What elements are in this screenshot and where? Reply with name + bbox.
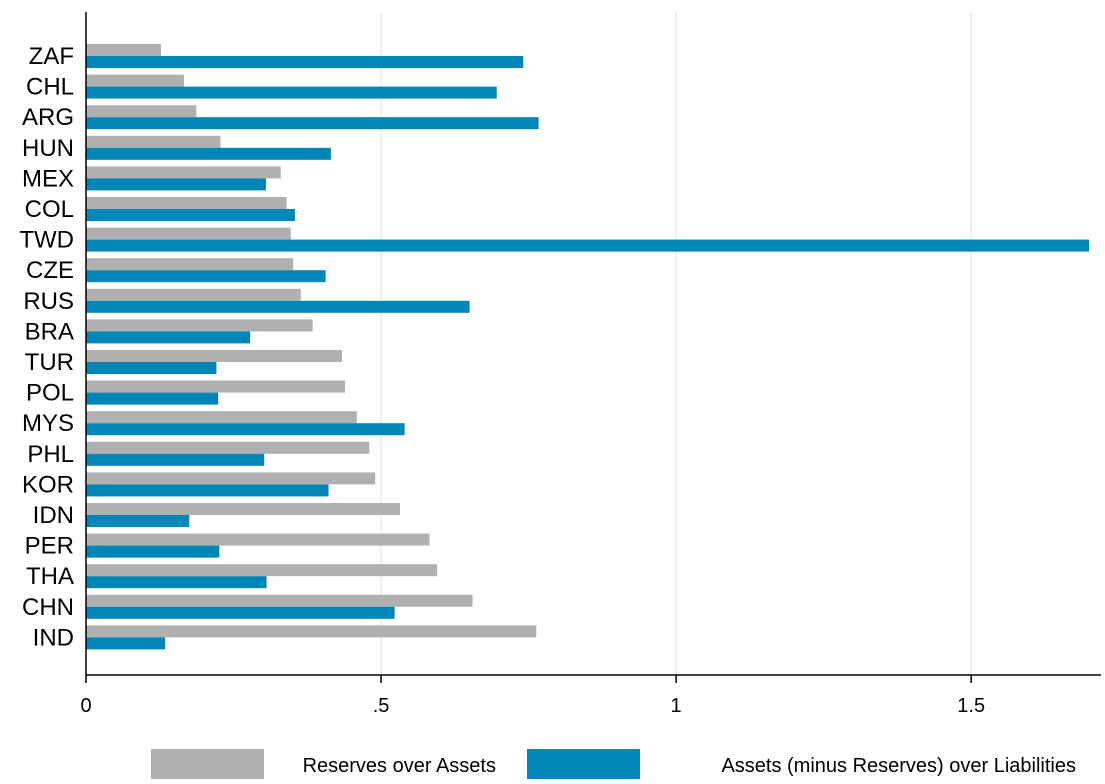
category-label: TUR	[25, 349, 74, 376]
bar-rus-series-1	[86, 288, 301, 301]
bar-bra-series-1	[86, 319, 313, 332]
bar-phl-series-1	[86, 441, 370, 454]
bar-bra-series-2	[86, 331, 251, 344]
category-label: MEX	[22, 165, 74, 192]
category-label: POL	[26, 380, 74, 407]
category-label: RUS	[23, 288, 74, 315]
legend-swatch-1	[151, 749, 264, 779]
bar-zaf-series-2	[86, 56, 524, 68]
category-label: ZAF	[29, 43, 74, 70]
bar-tha-series-2	[86, 576, 267, 589]
bar-idn-series-1	[86, 503, 400, 515]
axes: ZAF CHL ARG HUN MEX COL TWD CZE RUS BRA TUR POL MYS P…	[19, 12, 1101, 717]
bar-arg-series-1	[86, 105, 197, 118]
category-label: BRA	[25, 318, 74, 345]
category-label: PER	[25, 533, 74, 560]
legend-label-2: Assets (minus Reserves) over Liabilities	[721, 755, 1076, 777]
category-label: COL	[25, 196, 74, 223]
bar-kor-series-2	[86, 484, 329, 497]
bar-chl-series-2	[86, 86, 497, 99]
bar-twd-series-2	[86, 239, 1090, 252]
bar-chn-series-2	[86, 606, 395, 619]
bar-hun-series-2	[86, 147, 331, 160]
bar-tha-series-1	[86, 564, 438, 577]
bar-pol-series-2	[86, 392, 219, 405]
category-label: TWD	[19, 227, 74, 254]
bar-mex-series-2	[86, 178, 266, 191]
bars	[86, 44, 1090, 650]
category-label: IDN	[33, 502, 74, 529]
legend-label-1: Reserves over Assets	[303, 755, 496, 777]
category-label: MYS	[22, 410, 74, 437]
category-label: THA	[26, 563, 74, 590]
category-label: PHL	[27, 441, 74, 468]
bar-zaf-series-1	[86, 44, 161, 56]
bar-twd-series-1	[86, 227, 291, 240]
bar-kor-series-1	[86, 472, 376, 485]
x-tick-label: 1.5	[957, 695, 985, 717]
category-label: KOR	[22, 471, 74, 498]
bar-col-series-1	[86, 197, 287, 209]
category-label: CHL	[26, 74, 74, 101]
x-tick-label: 0	[80, 695, 91, 717]
category-label: IND	[33, 624, 74, 651]
bar-cze-series-2	[86, 270, 326, 283]
category-label: CHN	[22, 594, 74, 621]
bar-idn-series-2	[86, 515, 190, 527]
bar-tur-series-2	[86, 362, 217, 374]
legend: Reserves over Assets Assets (minus Reserv…	[151, 749, 1076, 779]
bar-tur-series-1	[86, 350, 343, 362]
bar-phl-series-2	[86, 453, 265, 466]
legend-swatch-2	[527, 749, 640, 779]
bar-pol-series-1	[86, 380, 346, 393]
bar-chl-series-1	[86, 74, 184, 87]
x-tick-label: .5	[373, 695, 390, 717]
category-label: CZE	[26, 257, 74, 284]
bar-cze-series-1	[86, 258, 294, 271]
bar-per-series-1	[86, 533, 430, 546]
bar-ind-series-2	[86, 637, 166, 650]
bar-mex-series-1	[86, 166, 281, 179]
bar-rus-series-2	[86, 300, 470, 313]
gridlines	[380, 12, 972, 675]
bar-ind-series-1	[86, 625, 537, 638]
bar-chn-series-1	[86, 594, 473, 607]
x-tick-label: 1	[671, 695, 682, 717]
bar-arg-series-2	[86, 117, 539, 130]
category-label: ARG	[22, 104, 74, 131]
bar-hun-series-1	[86, 135, 221, 148]
bar-col-series-2	[86, 209, 295, 221]
category-label: HUN	[22, 135, 74, 162]
bar-mys-series-2	[86, 423, 405, 436]
bar-per-series-2	[86, 545, 220, 558]
bar-mys-series-1	[86, 411, 357, 424]
